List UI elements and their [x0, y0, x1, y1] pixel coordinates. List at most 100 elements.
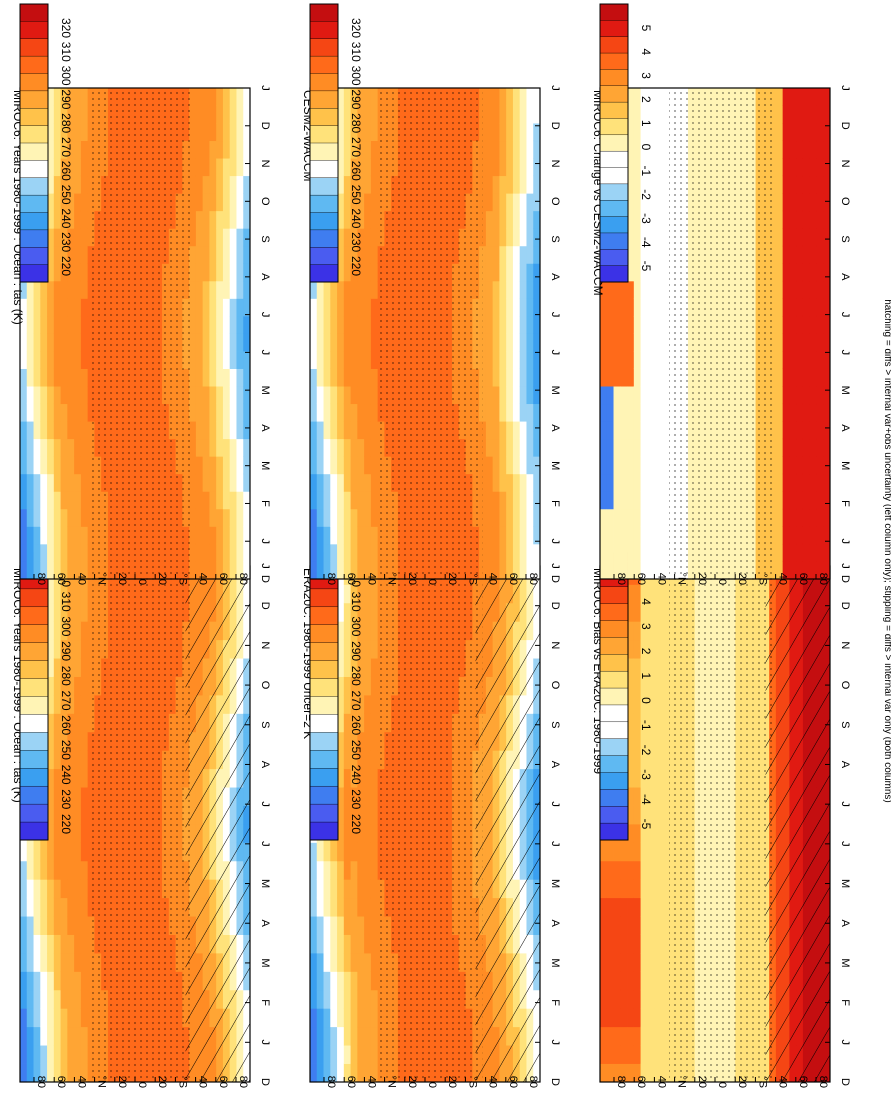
heatmap-cell	[61, 421, 68, 439]
heatmap-cell	[499, 474, 506, 492]
heatmap-cell	[661, 898, 668, 917]
heatmap-cell	[499, 88, 506, 106]
month-tick-label: A	[549, 273, 561, 281]
heatmap-cell	[614, 990, 621, 1009]
heatmap-cell	[607, 1064, 614, 1083]
colorbar-swatch	[20, 213, 48, 231]
heatmap-cell	[337, 1064, 344, 1083]
colorbar-swatch	[20, 643, 48, 661]
heatmap-cell	[223, 509, 230, 527]
heatmap-cell	[196, 88, 203, 106]
heatmap-cell	[344, 491, 351, 509]
heatmap-cell	[371, 526, 378, 544]
heatmap-cell	[344, 916, 351, 935]
heatmap-cell	[364, 769, 371, 788]
heatmap-cell	[330, 916, 337, 935]
heatmap-cell	[81, 806, 88, 825]
heatmap-cell	[81, 369, 88, 387]
heatmap-cell	[236, 421, 243, 439]
heatmap-cell	[209, 491, 216, 509]
heatmap-cell	[513, 404, 520, 422]
heatmap-cell	[317, 351, 324, 369]
heatmap-cell	[364, 316, 371, 334]
heatmap-cell	[364, 106, 371, 124]
heatmap-cell	[364, 386, 371, 404]
heatmap-cell	[513, 386, 520, 404]
heatmap-cell	[520, 176, 527, 194]
heatmap-cell	[40, 861, 47, 880]
heatmap-cell	[351, 334, 358, 352]
heatmap-cell	[330, 971, 337, 990]
heatmap-cell	[216, 211, 223, 229]
heatmap-cell	[506, 316, 513, 334]
heatmap-cell	[506, 526, 513, 544]
heatmap-cell	[236, 439, 243, 457]
lat-tick-label: 60	[345, 573, 357, 585]
heatmap-cell	[506, 474, 513, 492]
month-tick-label: J	[259, 85, 271, 91]
heatmap-cell	[317, 439, 324, 457]
heatmap-cell	[330, 1027, 337, 1046]
lat-tick-label: 20	[406, 573, 418, 585]
heatmap-cell	[81, 456, 88, 474]
colorbar-swatch	[20, 661, 48, 679]
heatmap-cell	[513, 211, 520, 229]
heatmap-cell	[661, 971, 668, 990]
heatmap-cell	[357, 298, 364, 316]
heatmap-cell	[74, 386, 81, 404]
heatmap-cell	[230, 158, 237, 176]
heatmap-cell	[364, 1045, 371, 1064]
heatmap-cell	[337, 526, 344, 544]
colorbar-swatch	[20, 56, 48, 74]
heatmap-cell	[317, 421, 324, 439]
heatmap-cell	[67, 526, 74, 544]
heatmap-cell	[20, 351, 27, 369]
heatmap-cell	[223, 228, 230, 246]
heatmap-cell	[34, 386, 41, 404]
month-tick-label: J	[259, 801, 271, 807]
colorbar-swatch	[310, 679, 338, 697]
colorbar-label: 290	[349, 641, 363, 661]
heatmap-cell	[486, 544, 493, 562]
heatmap-cell	[27, 971, 34, 990]
heatmap-cell	[520, 281, 527, 299]
heatmap-cell	[230, 509, 237, 527]
heatmap-cell	[243, 351, 250, 369]
heatmap-cell	[230, 316, 237, 334]
heatmap-cell	[364, 971, 371, 990]
heatmap-cell	[600, 861, 607, 880]
heatmap-cell	[627, 1064, 634, 1083]
heatmap-cell	[310, 404, 317, 422]
heatmap-cell	[61, 491, 68, 509]
heatmap-cell	[20, 386, 27, 404]
colorbar-label: 290	[59, 89, 73, 109]
heatmap-cell	[236, 386, 243, 404]
heatmap-cell	[27, 281, 34, 299]
heatmap-cell	[61, 386, 68, 404]
month-tick-label: O	[259, 197, 271, 206]
heatmap-cell	[216, 544, 223, 562]
heatmap-cell	[203, 474, 210, 492]
heatmap-cell	[61, 334, 68, 352]
heatmap-cell	[27, 935, 34, 954]
heatmap-cell	[357, 316, 364, 334]
heatmap-cell	[230, 369, 237, 387]
heatmap-cell	[196, 421, 203, 439]
heatmap-cell	[506, 263, 513, 281]
heatmap-cell	[607, 916, 614, 935]
heatmap-cell	[486, 123, 493, 141]
heatmap-cell	[371, 193, 378, 211]
heatmap-cell	[74, 713, 81, 732]
heatmap-cell	[654, 640, 661, 659]
heatmap-cell	[54, 916, 61, 935]
heatmap-cell	[40, 491, 47, 509]
month-tick-label: A	[259, 920, 271, 928]
heatmap-cell	[209, 211, 216, 229]
heatmap-cell	[74, 824, 81, 843]
heatmap-cell	[337, 544, 344, 562]
lat-tick-label: 20	[116, 573, 128, 585]
heatmap-cell	[317, 526, 324, 544]
heatmap-cell	[310, 935, 317, 954]
heatmap-cell	[243, 334, 250, 352]
